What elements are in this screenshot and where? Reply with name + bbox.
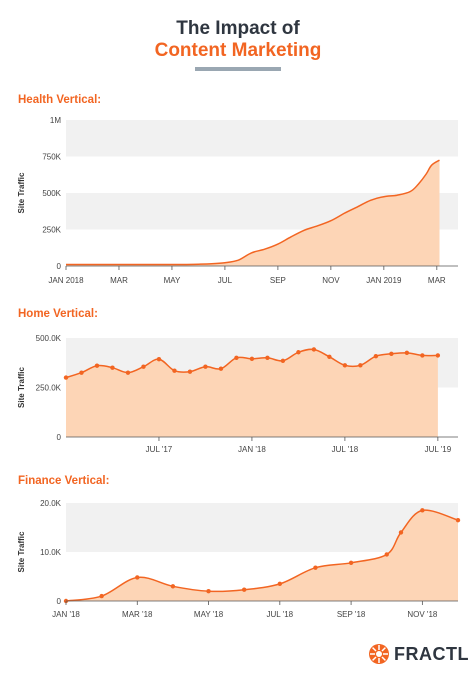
data-point [420,508,425,513]
data-point [125,370,131,375]
data-point [435,353,441,358]
y-tick-label: 250.0K [36,384,62,393]
x-tick-label: NOV [322,276,340,285]
x-tick-label: MAR [110,276,128,285]
data-point [398,530,404,535]
data-point [156,356,162,362]
x-tick-label: NOV '18 [407,610,438,619]
y-tick-label: 1M [50,116,61,125]
health-section-title: Health Vertical: [18,94,102,106]
data-point [249,356,255,361]
y-tick-label: 500K [42,189,61,198]
y-tick-label: 20.0K [40,499,62,508]
y-tick-label: 750K [42,153,61,162]
x-tick-label: SEP '18 [337,610,366,619]
y-tick-label: 500.0K [36,334,62,343]
data-point [63,375,69,380]
data-point [172,368,177,373]
y-tick-label: 0 [57,433,62,442]
fractl-logo-text: FRACTL [394,644,469,664]
y-axis-title: Site Traffic [17,367,26,408]
series-area [66,160,440,266]
title-line-1: The Impact of [176,18,300,39]
data-point [218,366,224,371]
data-point [327,354,332,360]
data-point [384,552,389,557]
data-point [296,350,301,355]
x-tick-label: JAN 2018 [48,276,84,285]
x-tick-label: JUL [218,276,233,285]
data-point [358,363,363,368]
x-tick-label: MAY [164,276,181,285]
x-tick-label: JUL '18 [332,445,359,454]
title-line-2: Content Marketing [154,40,322,61]
y-tick-label: 0 [57,597,62,606]
x-tick-label: JAN 2019 [366,276,402,285]
x-tick-label: JUL '18 [267,610,294,619]
y-tick-label: 10.0K [40,548,62,557]
grid-band [66,120,458,157]
data-point [234,355,239,360]
data-point [94,363,100,368]
home-section-title: Home Vertical: [18,308,98,320]
data-point [348,560,354,565]
x-tick-label: JAN '18 [52,610,80,619]
y-tick-label: 250K [42,226,61,235]
data-point [141,364,146,369]
grid-band [66,503,458,552]
series-area [66,510,458,601]
x-tick-label: SEP [270,276,286,285]
x-tick-label: MAR [428,276,446,285]
fractl-logo-icon [369,644,389,664]
data-point [135,575,140,580]
data-point [389,351,394,357]
y-axis-title: Site Traffic [17,531,26,572]
data-point [241,587,247,592]
x-tick-label: JAN '18 [238,445,266,454]
data-point [110,365,115,370]
data-point [79,370,84,375]
data-point [404,350,410,356]
x-tick-label: JUL '17 [146,445,173,454]
fractl-logo: FRACTL [368,640,468,668]
data-point [203,364,208,369]
y-axis-title: Site Traffic [17,172,26,213]
data-point [420,353,425,358]
title-divider [195,67,281,71]
y-tick-label: 0 [57,262,62,271]
finance-section-title: Finance Vertical: [18,475,110,487]
data-point [99,593,104,599]
x-tick-label: MAR '18 [122,610,153,619]
data-point [187,369,193,374]
data-point [455,517,461,523]
data-point [313,565,318,570]
x-tick-label: MAY '18 [194,610,224,619]
data-point [311,347,317,352]
data-point [206,589,211,594]
data-point [170,584,176,589]
data-point [280,358,286,363]
series-line [66,159,440,266]
data-point [277,581,283,587]
data-point [265,355,270,360]
data-point [373,354,379,359]
data-point [342,363,348,368]
series-area [66,349,438,437]
x-tick-label: JUL '19 [425,445,452,454]
